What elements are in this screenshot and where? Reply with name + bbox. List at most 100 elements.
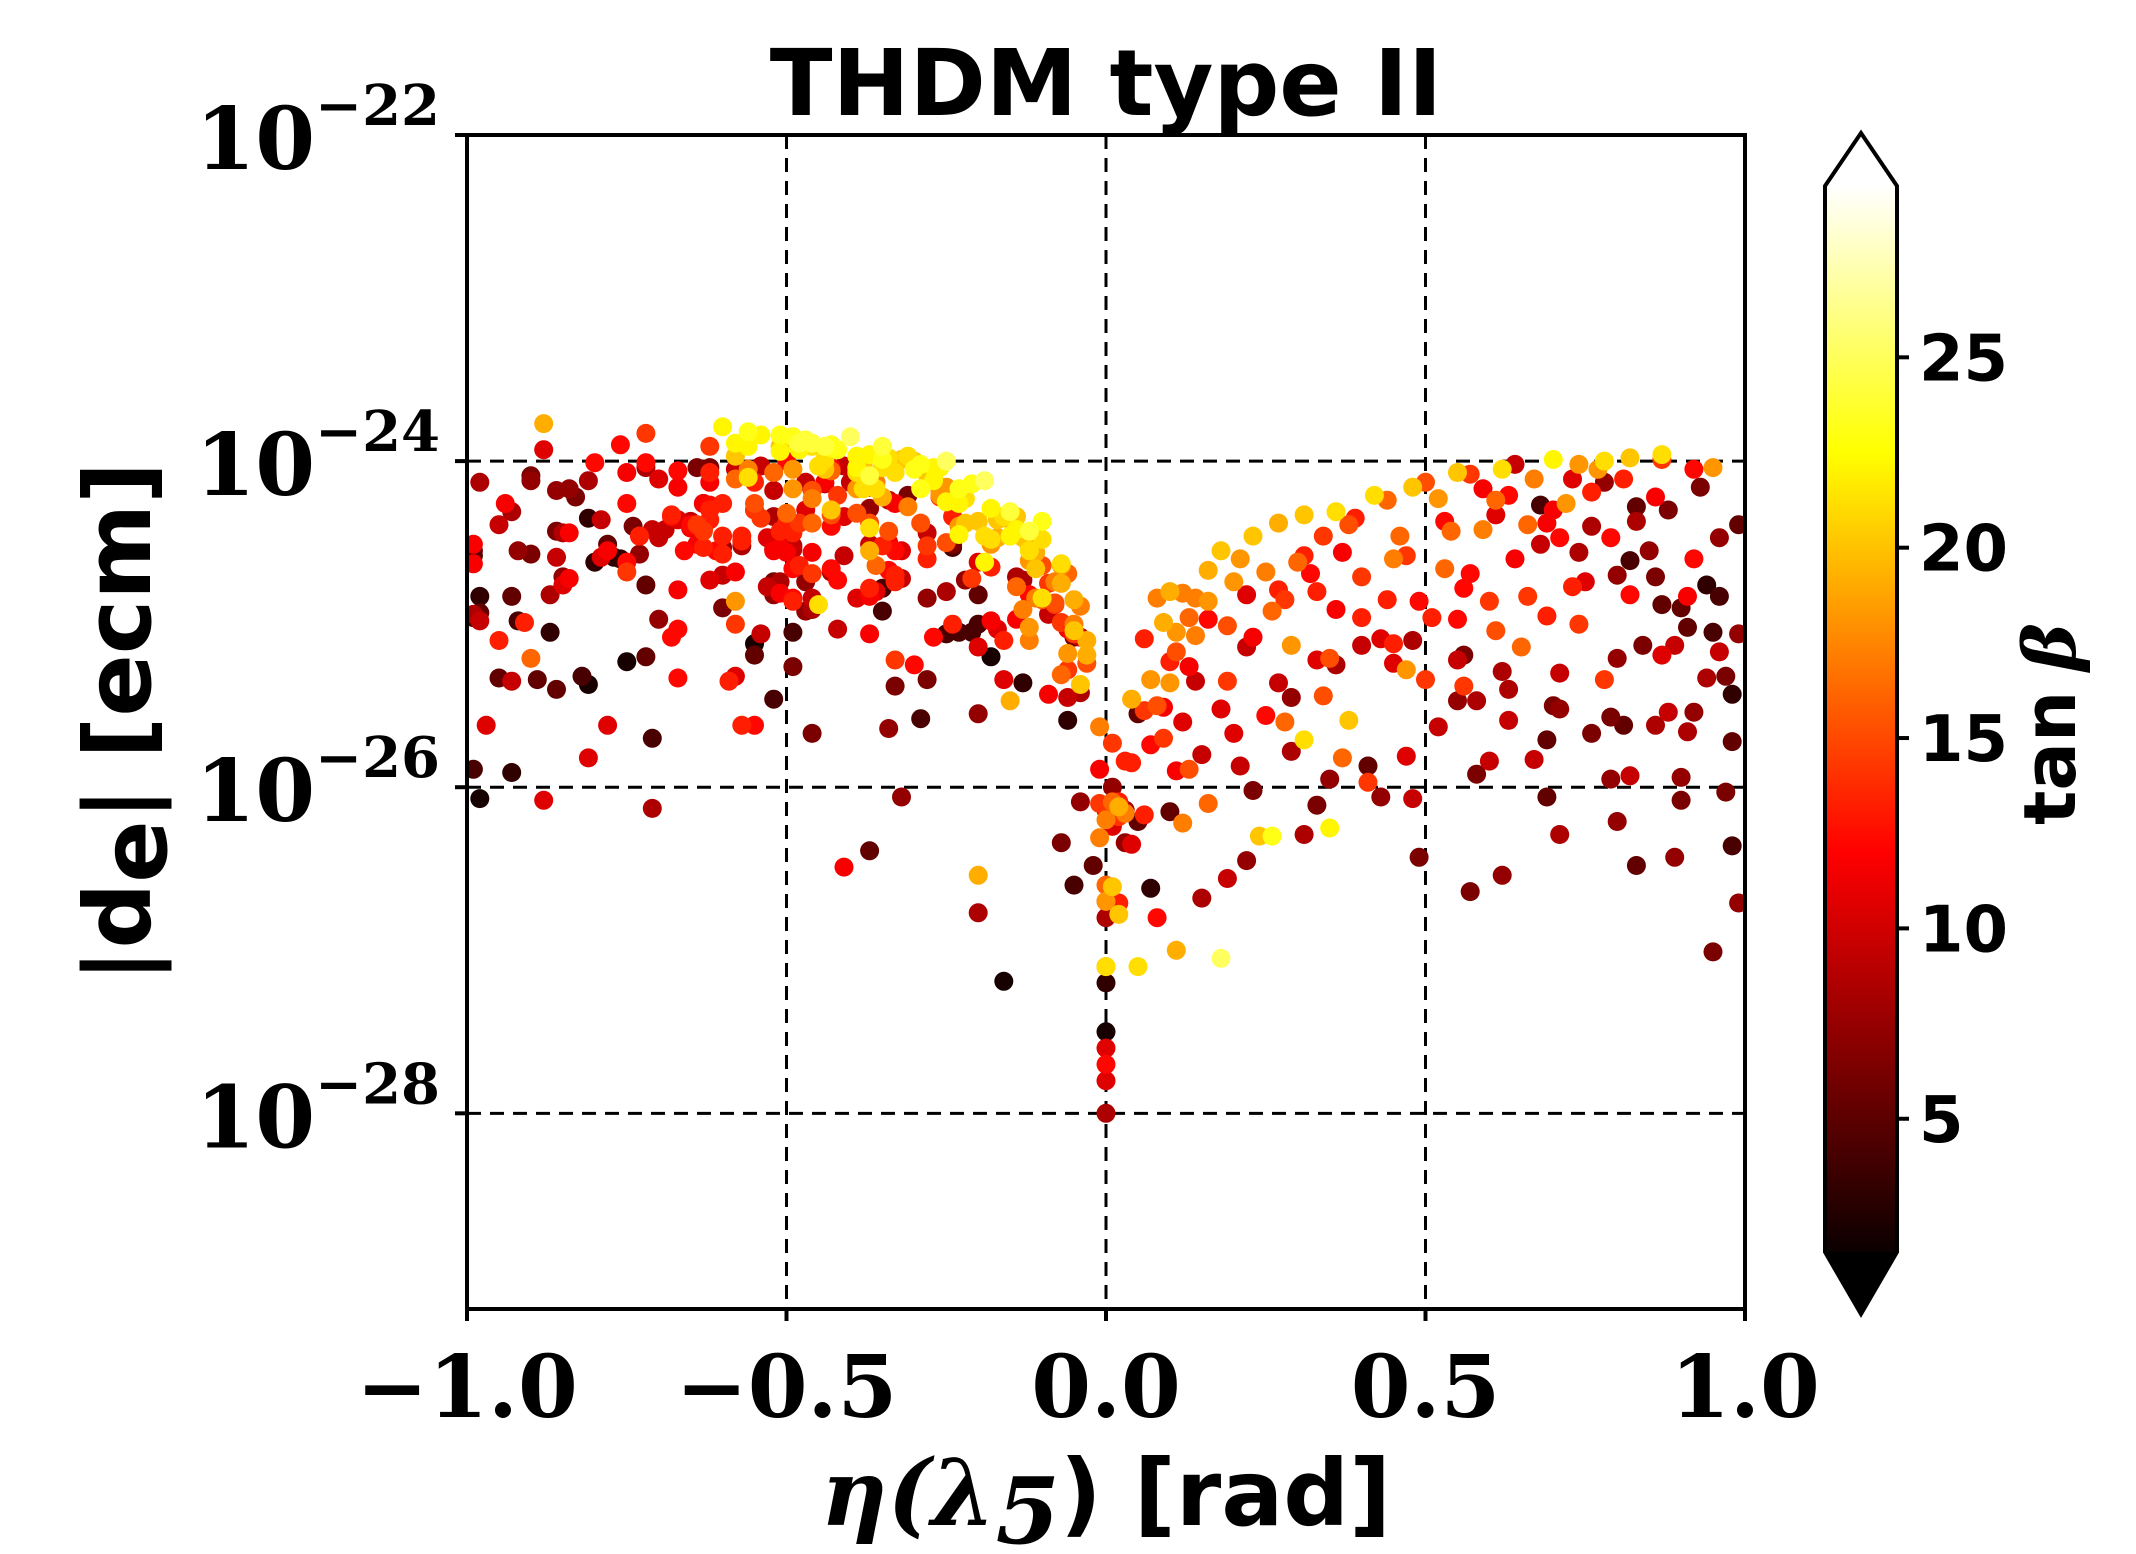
data-point: [949, 525, 969, 544]
data-point: [834, 857, 854, 877]
data-point: [1690, 477, 1710, 497]
data-point: [1326, 502, 1346, 522]
data-point: [674, 541, 694, 561]
data-point: [1460, 882, 1480, 902]
colorbar-tick-label: 20: [1919, 513, 2008, 587]
data-point: [1217, 616, 1237, 636]
colorbar-tick-label: 25: [1919, 322, 2008, 396]
data-point: [1198, 560, 1218, 580]
data-point: [1594, 670, 1614, 690]
data-point: [975, 552, 995, 572]
data-point: [649, 469, 669, 489]
colorbar-label-symbol: β: [2007, 623, 2092, 674]
data-point: [1064, 590, 1084, 610]
data-point: [1332, 748, 1352, 768]
data-point: [1473, 479, 1493, 499]
y-tick-label: 10−22: [195, 73, 440, 190]
data-point: [1058, 688, 1078, 707]
data-point: [1448, 650, 1467, 670]
data-point: [636, 423, 656, 443]
data-point: [1467, 764, 1487, 784]
data-point: [1339, 710, 1359, 730]
data-point: [1499, 710, 1519, 730]
data-point: [872, 450, 892, 469]
data-point: [1665, 847, 1685, 867]
data-point: [1294, 505, 1314, 525]
data-point: [1000, 502, 1020, 522]
data-point: [1352, 567, 1372, 587]
data-point: [1582, 723, 1602, 743]
data-point: [1377, 590, 1397, 610]
data-point: [1039, 684, 1058, 704]
data-point: [821, 559, 841, 579]
data-point: [860, 518, 880, 538]
data-point: [1473, 520, 1493, 540]
data-point: [1019, 631, 1039, 650]
y-axis-label-main: d: [65, 883, 172, 949]
data-point: [1684, 459, 1704, 479]
y-axis-label-unit: [ecm]: [65, 462, 172, 759]
data-point: [1173, 712, 1193, 732]
data-point: [1320, 648, 1340, 668]
data-point: [1122, 753, 1142, 773]
x-axis-label-suffix: ) [rad]: [1060, 1440, 1391, 1547]
data-point: [1409, 847, 1429, 867]
data-point: [860, 841, 880, 861]
data-point: [1678, 722, 1697, 742]
data-point: [751, 624, 771, 644]
data-point: [1320, 769, 1340, 789]
data-point: [732, 531, 752, 551]
data-point: [1620, 551, 1640, 571]
data-point: [924, 627, 943, 647]
data-point: [994, 670, 1014, 690]
data-point: [1703, 458, 1723, 478]
data-point: [1543, 450, 1563, 469]
data-point: [470, 611, 490, 631]
data-point: [502, 586, 522, 606]
data-point: [1671, 767, 1691, 787]
data-point: [1179, 657, 1199, 677]
data-point: [834, 546, 854, 566]
data-point: [1166, 940, 1186, 960]
data-point: [1134, 805, 1154, 825]
data-point: [1448, 609, 1467, 629]
data-point: [508, 541, 528, 561]
data-point: [1499, 679, 1519, 699]
data-point: [1729, 893, 1745, 913]
data-point: [892, 787, 911, 807]
data-point: [809, 595, 828, 615]
colorbar-tick-label: 15: [1919, 703, 2008, 777]
data-points: [467, 414, 1745, 1123]
data-point: [860, 624, 880, 644]
data-point: [1281, 688, 1301, 707]
data-point: [1077, 631, 1097, 650]
data-point: [1051, 833, 1071, 853]
data-point: [1288, 552, 1308, 572]
data-point: [917, 549, 937, 569]
data-point: [547, 679, 566, 699]
data-point: [725, 446, 745, 466]
data-point: [1448, 463, 1467, 482]
data-point: [1454, 676, 1474, 696]
data-point: [936, 582, 956, 602]
data-point: [1256, 706, 1276, 725]
data-point: [1211, 699, 1231, 719]
data-point: [1703, 942, 1723, 962]
data-point: [693, 521, 713, 541]
data-point: [1396, 660, 1416, 680]
data-point: [700, 570, 720, 590]
data-point: [1524, 469, 1544, 489]
colorbar-ticks: 5 10 15 20 25: [1897, 322, 2008, 1158]
data-point: [1639, 541, 1659, 561]
data-point: [1384, 634, 1403, 654]
data-point: [1211, 948, 1231, 968]
data-point: [1096, 973, 1116, 993]
data-point: [802, 433, 822, 453]
data-point: [521, 648, 541, 668]
data-point: [713, 526, 733, 546]
data-point: [1307, 795, 1327, 815]
data-point: [917, 588, 937, 608]
data-point: [1428, 717, 1448, 737]
x-tick-label: 1.0: [1670, 1337, 1820, 1438]
data-point: [1154, 728, 1173, 748]
